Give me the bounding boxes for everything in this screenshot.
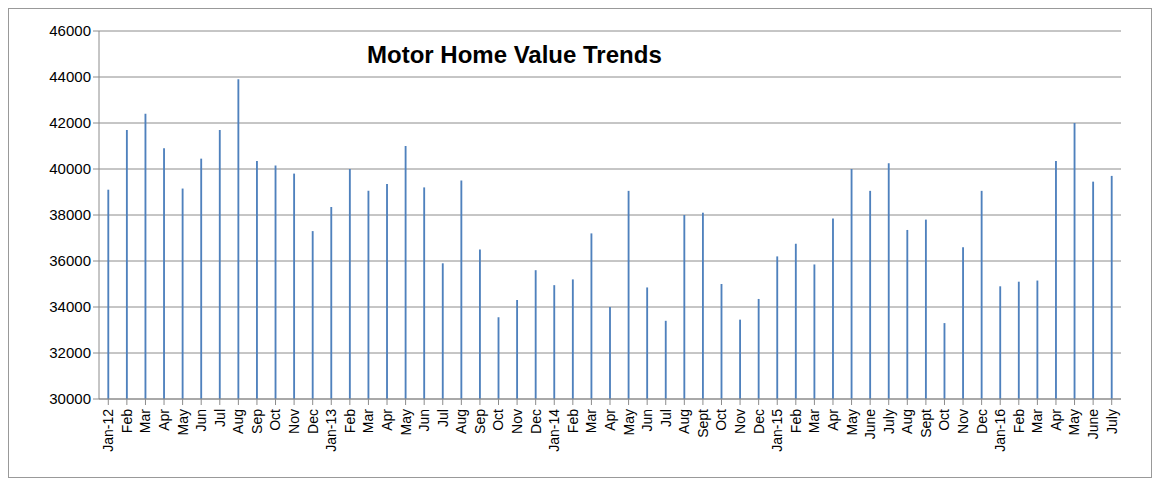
svg-text:Mar: Mar bbox=[1029, 409, 1045, 433]
svg-text:Dec: Dec bbox=[974, 409, 990, 434]
svg-text:Oct: Oct bbox=[936, 409, 952, 431]
svg-text:Nov: Nov bbox=[732, 409, 748, 434]
svg-text:July: July bbox=[1104, 409, 1120, 434]
svg-text:Feb: Feb bbox=[1011, 409, 1027, 433]
svg-text:June: June bbox=[862, 409, 878, 440]
svg-text:Sep: Sep bbox=[472, 409, 488, 434]
svg-text:36000: 36000 bbox=[49, 252, 91, 269]
svg-text:Aug: Aug bbox=[676, 409, 692, 434]
svg-text:Sept: Sept bbox=[695, 409, 711, 438]
svg-text:Jan-16: Jan-16 bbox=[992, 409, 1008, 452]
svg-text:Dec: Dec bbox=[305, 409, 321, 434]
svg-text:Nov: Nov bbox=[955, 409, 971, 434]
svg-text:Jul: Jul bbox=[658, 409, 674, 427]
svg-text:Aug: Aug bbox=[230, 409, 246, 434]
svg-text:Apr: Apr bbox=[379, 409, 395, 431]
svg-text:44000: 44000 bbox=[49, 68, 91, 85]
svg-text:38000: 38000 bbox=[49, 206, 91, 223]
svg-text:Jul: Jul bbox=[435, 409, 451, 427]
svg-text:July: July bbox=[881, 409, 897, 434]
svg-text:Feb: Feb bbox=[788, 409, 804, 433]
svg-text:Mar: Mar bbox=[806, 409, 822, 433]
svg-text:Jun: Jun bbox=[193, 409, 209, 432]
svg-text:Oct: Oct bbox=[490, 409, 506, 431]
svg-text:Mar: Mar bbox=[137, 409, 153, 433]
svg-text:Nov: Nov bbox=[509, 409, 525, 434]
svg-text:30000: 30000 bbox=[49, 390, 91, 407]
svg-text:May: May bbox=[175, 409, 191, 435]
svg-text:Aug: Aug bbox=[453, 409, 469, 434]
svg-text:May: May bbox=[398, 409, 414, 435]
svg-text:Mar: Mar bbox=[360, 409, 376, 433]
svg-text:Apr: Apr bbox=[825, 409, 841, 431]
svg-text:40000: 40000 bbox=[49, 160, 91, 177]
svg-text:Apr: Apr bbox=[156, 409, 172, 431]
svg-text:Oct: Oct bbox=[713, 409, 729, 431]
svg-text:Oct: Oct bbox=[267, 409, 283, 431]
svg-text:Sep: Sep bbox=[249, 409, 265, 434]
svg-text:June: June bbox=[1085, 409, 1101, 440]
svg-text:42000: 42000 bbox=[49, 114, 91, 131]
svg-text:Feb: Feb bbox=[342, 409, 358, 433]
svg-text:Jan-14: Jan-14 bbox=[546, 409, 562, 452]
svg-text:Apr: Apr bbox=[1048, 409, 1064, 431]
svg-text:May: May bbox=[621, 409, 637, 435]
svg-text:Dec: Dec bbox=[751, 409, 767, 434]
svg-text:Jun: Jun bbox=[639, 409, 655, 432]
svg-text:Jan-13: Jan-13 bbox=[323, 409, 339, 452]
svg-text:Apr: Apr bbox=[602, 409, 618, 431]
svg-text:Nov: Nov bbox=[286, 409, 302, 434]
svg-text:Dec: Dec bbox=[528, 409, 544, 434]
svg-text:Jun: Jun bbox=[416, 409, 432, 432]
svg-text:Feb: Feb bbox=[565, 409, 581, 433]
svg-text:34000: 34000 bbox=[49, 298, 91, 315]
svg-text:Mar: Mar bbox=[583, 409, 599, 433]
svg-text:May: May bbox=[1066, 409, 1082, 435]
svg-text:May: May bbox=[844, 409, 860, 435]
svg-text:Feb: Feb bbox=[119, 409, 135, 433]
svg-text:Aug: Aug bbox=[899, 409, 915, 434]
svg-text:Jan-12: Jan-12 bbox=[100, 409, 116, 452]
svg-text:32000: 32000 bbox=[49, 344, 91, 361]
html-text:Motor Home Value Trends: Motor Home Value Trends bbox=[367, 41, 662, 68]
svg-text:Sept: Sept bbox=[918, 409, 934, 438]
svg-text:Jan-15: Jan-15 bbox=[769, 409, 785, 452]
svg-text:Jul: Jul bbox=[212, 409, 228, 427]
svg-text:46000: 46000 bbox=[49, 22, 91, 39]
